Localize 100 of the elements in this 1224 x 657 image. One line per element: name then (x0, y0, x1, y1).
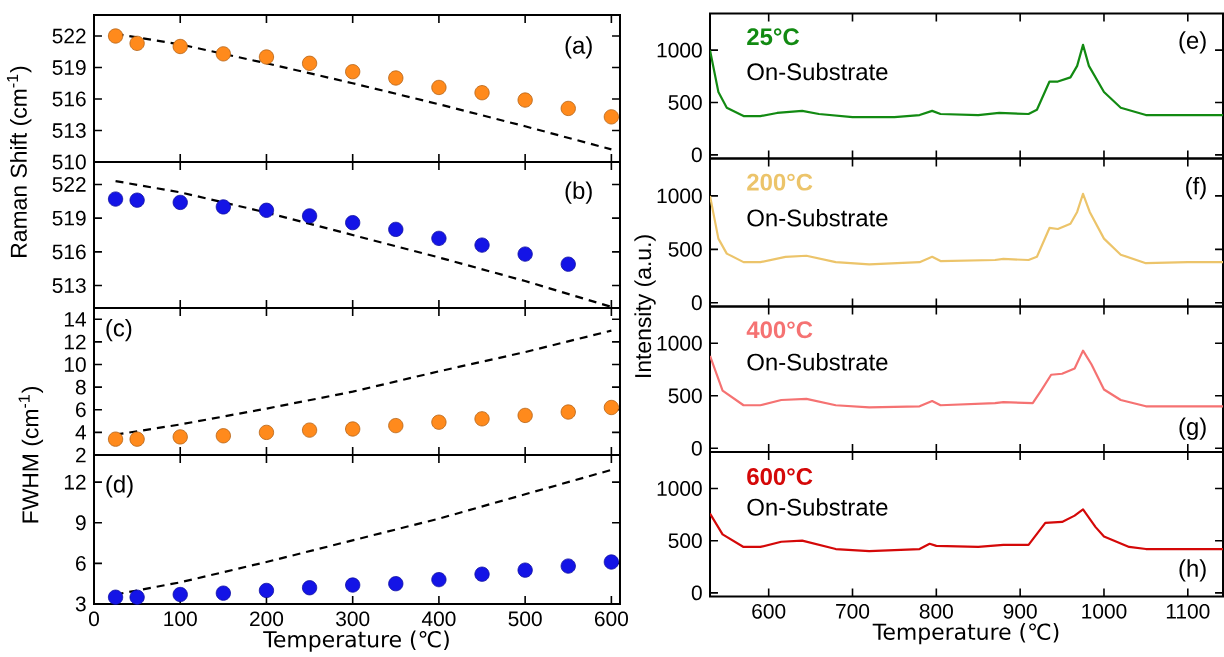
point (388, 70, 404, 86)
x-tick-label: 600 (752, 603, 786, 619)
point (129, 589, 145, 605)
point (258, 424, 275, 440)
annotation: (e) (1179, 31, 1206, 54)
x-tick-label: 300 (336, 611, 370, 627)
annotation: (d) (106, 475, 133, 498)
y-tick-label: 14 (64, 312, 86, 327)
y-tick-label: 8 (75, 379, 86, 395)
x-tick-label: 400 (421, 611, 456, 627)
point (560, 100, 576, 117)
y-tick-label: 4 (75, 425, 86, 440)
x-tick-label: 0 (88, 611, 99, 627)
annotation: (a) (565, 36, 592, 59)
y-tick-label: 3 (75, 596, 86, 612)
point (129, 35, 145, 51)
point (107, 589, 124, 605)
series-label: 400°C (746, 321, 813, 339)
y-tick-label: 9 (75, 515, 86, 531)
y-tick-label: 500 (668, 388, 702, 404)
point (172, 38, 188, 55)
x-tick-label: 100 (164, 611, 197, 627)
point (107, 28, 124, 44)
point (172, 194, 188, 210)
y-tick-label: 2 (76, 447, 86, 463)
point (345, 215, 361, 231)
y-tick-label: 500 (668, 533, 702, 549)
y-tick-label: 500 (668, 95, 702, 110)
point (603, 554, 619, 570)
y-tick-label: 12 (64, 474, 86, 490)
point (345, 577, 361, 593)
y-tick-label: 522 (52, 177, 86, 192)
point (388, 576, 404, 592)
y-tick-label: 513 (52, 278, 86, 293)
y-tick-label: 516 (52, 91, 86, 107)
y-axis-title: Intensity (a.u.) (634, 235, 656, 377)
annotation: On-Substrate (747, 208, 888, 227)
point (517, 562, 533, 578)
series-label: 25°C (747, 28, 800, 46)
annotation: (f) (1186, 176, 1206, 200)
point (215, 46, 231, 62)
y-tick-label: 1000 (657, 481, 702, 496)
point (474, 566, 490, 582)
x-axis-title: Temperature (℃) (872, 623, 1059, 645)
annotation: (b) (565, 181, 592, 204)
point (258, 202, 275, 218)
x-tick-label: 500 (508, 611, 542, 627)
y-tick-label: 0 (691, 295, 702, 311)
y-tick-label: 1000 (657, 335, 702, 351)
point (107, 431, 124, 447)
point (560, 256, 576, 272)
y-tick-label: 510 (52, 154, 86, 170)
point (302, 55, 318, 71)
point (517, 92, 533, 108)
point (215, 199, 231, 215)
point (258, 582, 275, 599)
y-tick-label: 12 (64, 334, 86, 350)
point (517, 246, 533, 262)
y-tick-label: 519 (52, 60, 86, 75)
point (474, 411, 490, 427)
point (474, 237, 490, 253)
series-label: 200°C (747, 173, 813, 191)
annotation: (g) (1179, 417, 1206, 440)
y-axis-title: Raman Shift (cm$^{-1}$) (6, 66, 32, 257)
x-tick-label: 1100 (1166, 603, 1210, 619)
point (172, 429, 188, 445)
x-tick-label: 200 (250, 611, 284, 627)
point (388, 221, 404, 237)
y-tick-label: 500 (668, 241, 702, 257)
point (474, 85, 490, 101)
point (431, 414, 447, 430)
annotation: On-Substrate (747, 62, 888, 81)
point (560, 404, 576, 420)
y-tick-label: 10 (64, 357, 86, 372)
y-tick-label: 6 (76, 555, 86, 571)
y-tick-label: 0 (691, 440, 702, 456)
y-tick-label: 516 (52, 244, 86, 260)
y-tick-label: 6 (76, 402, 86, 418)
x-tick-label: 600 (594, 611, 628, 627)
y-tick-label: 1000 (657, 42, 702, 58)
point (560, 558, 576, 574)
point (258, 49, 275, 65)
point (129, 192, 145, 208)
point (302, 422, 318, 438)
point (388, 418, 404, 434)
point (603, 109, 619, 125)
annotation: On-Substrate (747, 498, 888, 516)
point (215, 585, 231, 601)
point (302, 208, 318, 224)
y-tick-label: 1000 (657, 188, 702, 204)
x-axis-title: Temperature (℃) (263, 630, 449, 652)
point (345, 64, 361, 80)
series-label: 600°C (747, 468, 813, 486)
y-tick-label: 513 (52, 123, 86, 138)
y-tick-label: 0 (691, 585, 702, 601)
x-tick-label: 1000 (1082, 603, 1127, 619)
y-axis-title: FWHM (cm$^{-1}$) (18, 387, 44, 523)
y-tick-label: 0 (691, 147, 702, 163)
y-tick-label: 519 (52, 210, 86, 226)
point (302, 580, 318, 596)
